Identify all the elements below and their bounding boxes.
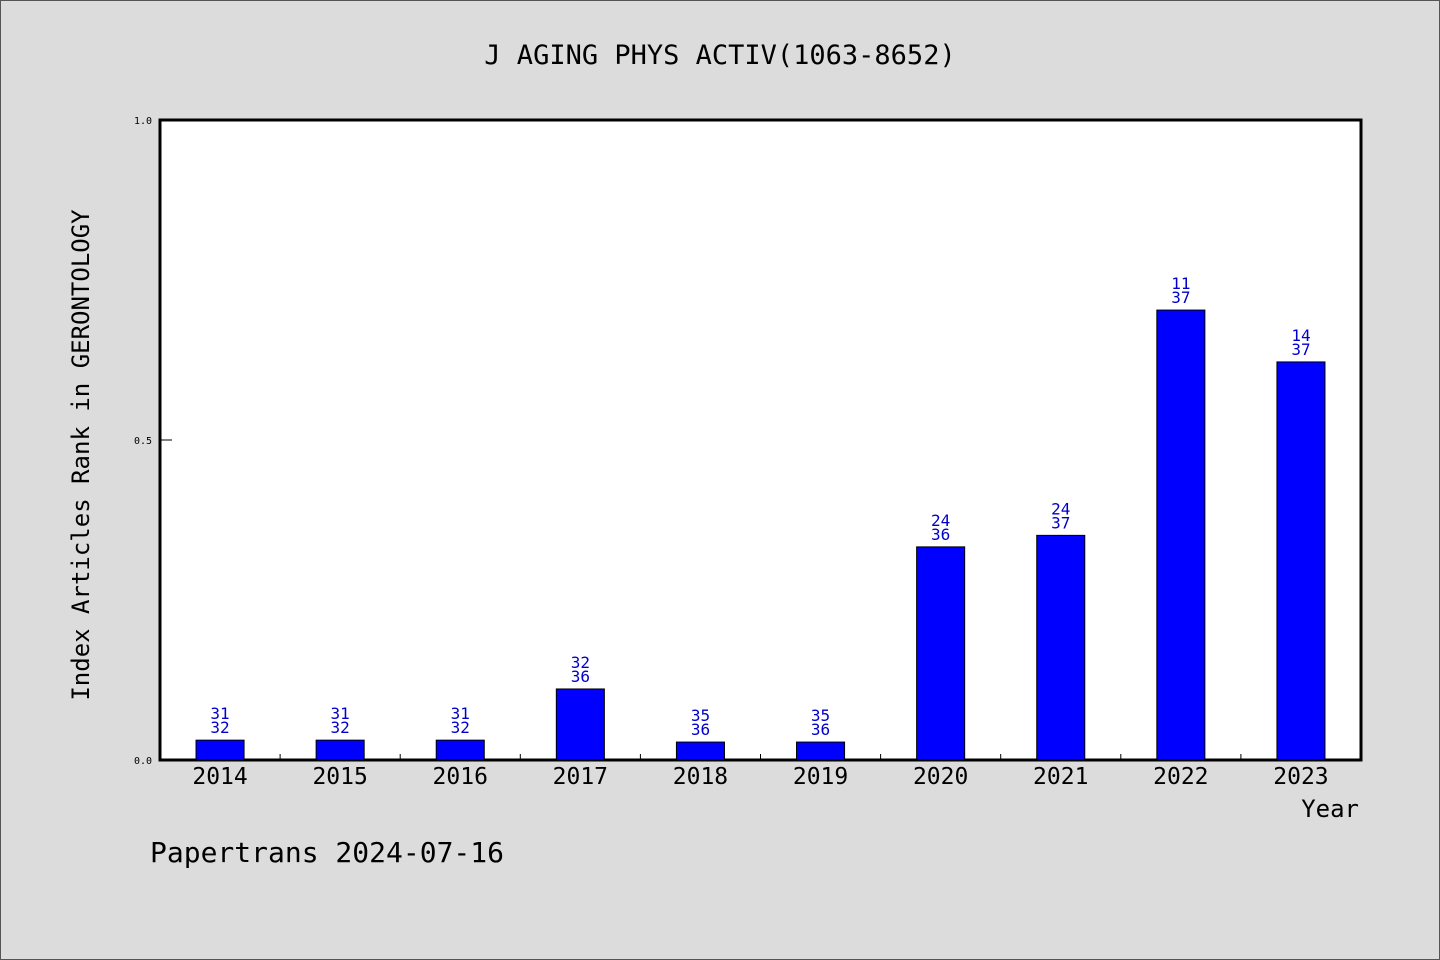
x-tick-label: 2018 bbox=[673, 764, 728, 790]
x-tick-label: 2015 bbox=[312, 764, 367, 790]
bar-total-label: 37 bbox=[1051, 513, 1070, 532]
bar-total-label: 36 bbox=[691, 720, 710, 739]
bar bbox=[916, 546, 966, 761]
bar-rank-label: 31 bbox=[451, 704, 470, 723]
bar-total-label: 36 bbox=[571, 667, 590, 686]
x-tick-label: 2014 bbox=[192, 764, 247, 790]
bar-rank-label: 11 bbox=[1171, 274, 1190, 293]
bar bbox=[1036, 534, 1086, 761]
y-axis-ticks: 0.0 0.5 1.0 bbox=[134, 116, 172, 767]
x-axis-label: Year bbox=[1301, 795, 1359, 823]
bar-rank-label: 31 bbox=[331, 704, 350, 723]
x-tick-label: 2017 bbox=[553, 764, 608, 790]
bar-total-label: 32 bbox=[451, 718, 470, 737]
y-tick-label: 0.0 bbox=[134, 756, 152, 767]
bar bbox=[1156, 309, 1206, 761]
bar-rank-label: 14 bbox=[1291, 326, 1310, 345]
bar-total-label: 32 bbox=[210, 718, 229, 737]
bar-rank-label: 31 bbox=[210, 704, 229, 723]
bar-rank-label: 35 bbox=[811, 706, 830, 725]
x-tick-label: 2023 bbox=[1273, 764, 1328, 790]
y-tick-label: 0.5 bbox=[134, 436, 152, 447]
bar-rank-label: 24 bbox=[1051, 499, 1070, 518]
bars-group bbox=[195, 309, 1326, 761]
y-axis-label: Index Articles Rank in GERONTOLOGY bbox=[67, 209, 95, 701]
bar-rank-label: 32 bbox=[571, 653, 590, 672]
bar bbox=[796, 741, 846, 761]
bar bbox=[555, 688, 605, 761]
x-tick-label: 2016 bbox=[433, 764, 488, 790]
bar-total-label: 37 bbox=[1171, 288, 1190, 307]
y-tick-label: 1.0 bbox=[134, 116, 152, 127]
bar bbox=[1276, 361, 1326, 761]
bar-rank-label: 24 bbox=[931, 511, 950, 530]
bar bbox=[195, 739, 245, 761]
x-tick-label: 2022 bbox=[1153, 764, 1208, 790]
x-tick-label: 2021 bbox=[1033, 764, 1088, 790]
x-tick-label: 2020 bbox=[913, 764, 968, 790]
bar-rank-label: 35 bbox=[691, 706, 710, 725]
x-tick-label: 2019 bbox=[793, 764, 848, 790]
x-axis-ticks: 2014 2015 2016 2017 2018 2019 2020 2021 2022 2023 bbox=[192, 754, 1329, 790]
bar-total-label: 36 bbox=[811, 720, 830, 739]
bar bbox=[315, 739, 365, 761]
bar-total-label: 32 bbox=[331, 718, 350, 737]
bar bbox=[675, 741, 725, 761]
bar bbox=[435, 739, 485, 761]
bar-total-label: 37 bbox=[1291, 340, 1310, 359]
chart-title: J AGING PHYS ACTIV(1063-8652) bbox=[484, 40, 955, 71]
footer-credit: Papertrans 2024-07-16 bbox=[150, 836, 504, 869]
bar-total-label: 36 bbox=[931, 525, 950, 544]
